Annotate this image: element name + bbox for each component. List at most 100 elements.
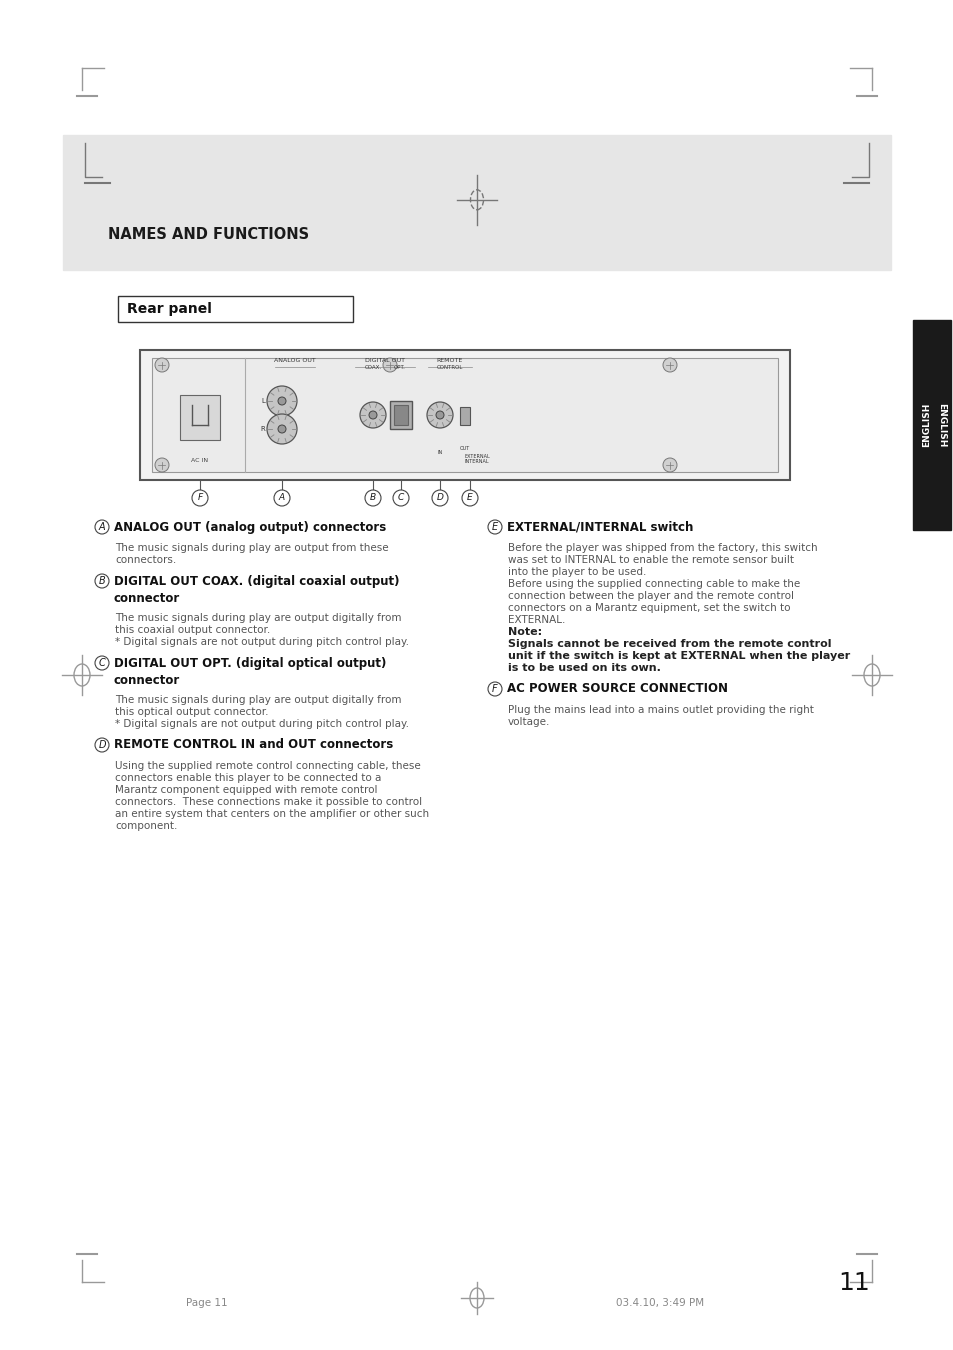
Text: is to be used on its own.: is to be used on its own.	[507, 663, 660, 674]
Text: CONTROL: CONTROL	[436, 364, 463, 370]
Text: C: C	[397, 494, 404, 502]
Circle shape	[369, 410, 376, 418]
Circle shape	[427, 402, 453, 428]
Text: Plug the mains lead into a mains outlet providing the right: Plug the mains lead into a mains outlet …	[507, 705, 813, 716]
Text: F: F	[492, 684, 497, 694]
Text: OUT: OUT	[459, 446, 470, 451]
Circle shape	[277, 397, 286, 405]
Text: this coaxial output connector.: this coaxial output connector.	[115, 625, 270, 634]
Text: Rear panel: Rear panel	[127, 302, 212, 316]
Circle shape	[488, 520, 501, 535]
Text: REMOTE: REMOTE	[436, 358, 462, 363]
Text: The music signals during play are output digitally from: The music signals during play are output…	[115, 613, 401, 622]
Bar	[394, 405, 408, 425]
Circle shape	[393, 490, 409, 506]
Circle shape	[382, 358, 396, 373]
Text: * Digital signals are not output during pitch control play.: * Digital signals are not output during …	[115, 637, 409, 647]
Bar	[118, 296, 353, 323]
Bar	[152, 358, 778, 472]
Circle shape	[95, 574, 109, 589]
Bar	[459, 406, 470, 425]
Text: unit if the switch is kept at EXTERNAL when the player: unit if the switch is kept at EXTERNAL w…	[507, 651, 849, 661]
Text: connectors.: connectors.	[115, 555, 176, 566]
Text: Using the supplied remote control connecting cable, these: Using the supplied remote control connec…	[115, 761, 420, 771]
Text: component.: component.	[115, 821, 177, 832]
Text: Marantz component equipped with remote control: Marantz component equipped with remote c…	[115, 784, 377, 795]
Text: Page 11: Page 11	[186, 1297, 228, 1308]
Text: B: B	[370, 494, 375, 502]
Text: an entire system that centers on the amplifier or other such: an entire system that centers on the amp…	[115, 809, 429, 819]
Text: EXTERNAL/INTERNAL switch: EXTERNAL/INTERNAL switch	[506, 521, 693, 533]
Text: DIGITAL OUT COAX. (digital coaxial output): DIGITAL OUT COAX. (digital coaxial outpu…	[113, 575, 399, 587]
Text: EXTERNAL: EXTERNAL	[464, 454, 489, 459]
Circle shape	[461, 490, 477, 506]
Text: NAMES AND FUNCTIONS: NAMES AND FUNCTIONS	[108, 227, 309, 242]
Text: F: F	[197, 494, 202, 502]
Text: AC IN: AC IN	[192, 458, 209, 463]
Circle shape	[95, 656, 109, 670]
Text: B: B	[98, 576, 105, 586]
Text: AC POWER SOURCE CONNECTION: AC POWER SOURCE CONNECTION	[506, 683, 727, 695]
Circle shape	[267, 414, 296, 444]
Circle shape	[277, 425, 286, 433]
Text: 11: 11	[838, 1270, 869, 1295]
Text: voltage.: voltage.	[507, 717, 550, 728]
Bar	[912, 320, 950, 531]
Text: EXTERNAL.: EXTERNAL.	[507, 616, 565, 625]
Text: Note:: Note:	[507, 626, 541, 637]
Circle shape	[662, 358, 677, 373]
Text: Before the player was shipped from the factory, this switch: Before the player was shipped from the f…	[507, 543, 817, 554]
Text: REMOTE CONTROL IN and OUT connectors: REMOTE CONTROL IN and OUT connectors	[113, 738, 393, 752]
Circle shape	[432, 490, 448, 506]
Bar	[140, 350, 789, 481]
Text: R: R	[260, 427, 265, 432]
Text: ANALOG OUT: ANALOG OUT	[274, 358, 315, 363]
Text: connection between the player and the remote control: connection between the player and the re…	[507, 591, 793, 601]
Text: INTERNAL: INTERNAL	[464, 459, 489, 464]
Circle shape	[95, 738, 109, 752]
Circle shape	[365, 490, 380, 506]
Circle shape	[436, 410, 443, 418]
Text: this optical output connector.: this optical output connector.	[115, 707, 268, 717]
Text: ENGLISH: ENGLISH	[936, 402, 945, 447]
Circle shape	[154, 458, 169, 472]
Circle shape	[359, 402, 386, 428]
Text: D: D	[436, 494, 443, 502]
Text: E: E	[467, 494, 473, 502]
Text: C: C	[98, 657, 105, 668]
Circle shape	[267, 386, 296, 416]
Text: 03.4.10, 3:49 PM: 03.4.10, 3:49 PM	[616, 1297, 703, 1308]
Text: IN: IN	[436, 450, 442, 455]
Text: connectors enable this player to be connected to a: connectors enable this player to be conn…	[115, 774, 381, 783]
Text: The music signals during play are output digitally from: The music signals during play are output…	[115, 695, 401, 705]
Text: DIGITAL OUT OPT. (digital optical output): DIGITAL OUT OPT. (digital optical output…	[113, 656, 386, 670]
Text: COAX.: COAX.	[364, 364, 381, 370]
Text: A: A	[278, 494, 285, 502]
Text: was set to INTERNAL to enable the remote sensor built: was set to INTERNAL to enable the remote…	[507, 555, 793, 566]
Text: D: D	[98, 740, 106, 751]
Text: DIGITAL OUT: DIGITAL OUT	[365, 358, 405, 363]
Text: into the player to be used.: into the player to be used.	[507, 567, 646, 576]
Text: ANALOG OUT (analog output) connectors: ANALOG OUT (analog output) connectors	[113, 521, 386, 533]
Circle shape	[154, 358, 169, 373]
Bar	[180, 396, 220, 440]
Text: L: L	[261, 398, 265, 404]
Text: E: E	[492, 522, 497, 532]
Text: The music signals during play are output from these: The music signals during play are output…	[115, 543, 388, 554]
Circle shape	[488, 682, 501, 697]
Text: connector: connector	[113, 674, 180, 687]
Text: connectors.  These connections make it possible to control: connectors. These connections make it po…	[115, 796, 421, 807]
Circle shape	[662, 458, 677, 472]
Text: Before using the supplied connecting cable to make the: Before using the supplied connecting cab…	[507, 579, 800, 589]
Text: OPT.: OPT.	[394, 364, 406, 370]
Bar	[63, 135, 890, 270]
Circle shape	[192, 490, 208, 506]
Bar	[390, 401, 412, 429]
Text: Signals cannot be received from the remote control: Signals cannot be received from the remo…	[507, 639, 831, 649]
Text: * Digital signals are not output during pitch control play.: * Digital signals are not output during …	[115, 720, 409, 729]
Circle shape	[95, 520, 109, 535]
Text: ENGLISH: ENGLISH	[921, 402, 930, 447]
Circle shape	[274, 490, 290, 506]
Text: A: A	[98, 522, 105, 532]
Text: connectors on a Marantz equipment, set the switch to: connectors on a Marantz equipment, set t…	[507, 603, 790, 613]
